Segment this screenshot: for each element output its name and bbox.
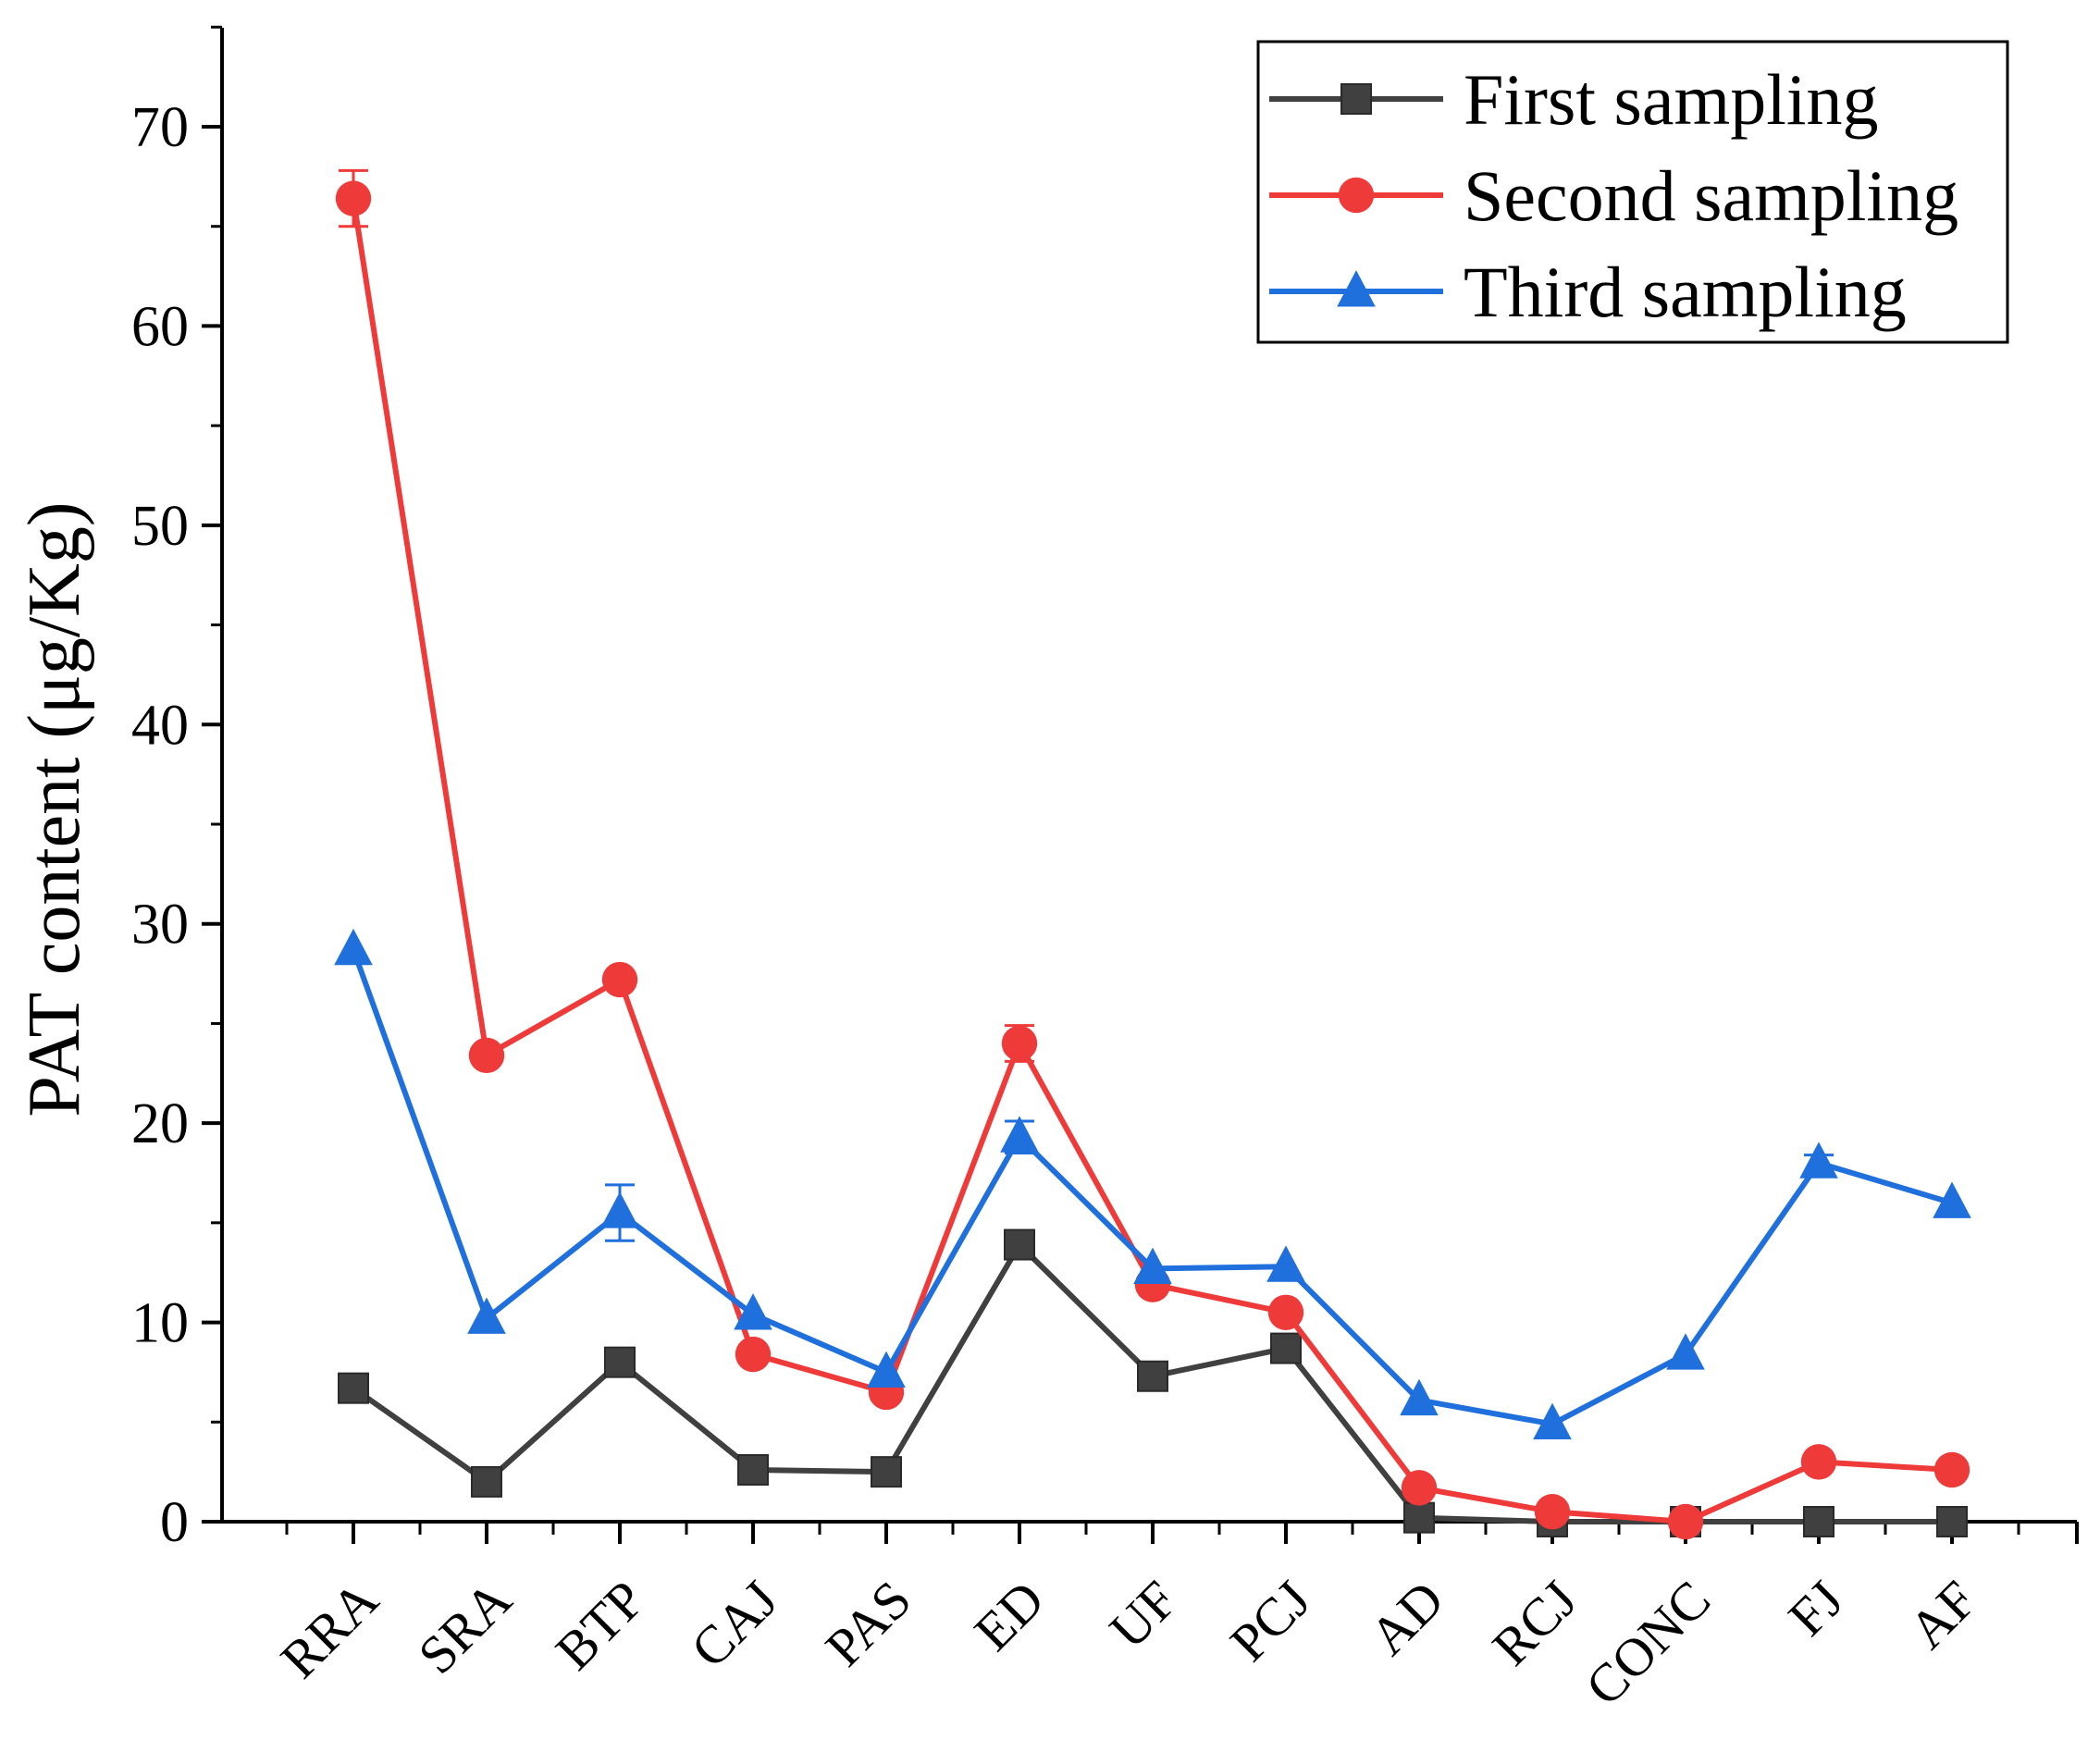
series-line: [351, 198, 1953, 1524]
data-point: [335, 180, 372, 216]
data-point: [1666, 1333, 1705, 1370]
x-tick-label: FJ: [1776, 1569, 1855, 1647]
series-second-sampling: [335, 168, 1970, 1540]
y-tick-label: 70: [131, 96, 189, 159]
data-point: [1270, 1332, 1302, 1364]
data-point: [1533, 1402, 1572, 1439]
data-point: [871, 1456, 902, 1488]
data-point: [1667, 1503, 1704, 1540]
legend-item: First sampling: [1269, 59, 1879, 140]
data-point: [735, 1336, 772, 1373]
x-tick-label: CONC: [1574, 1569, 1722, 1717]
y-tick-label: 60: [131, 295, 189, 358]
data-point: [1338, 177, 1375, 214]
data-point: [601, 961, 638, 998]
data-point: [604, 1346, 636, 1378]
legend: First sampling Second sampling Third sampl…: [1256, 40, 2009, 344]
y-tick-label: 40: [131, 694, 189, 757]
legend-label: Third sampling: [1464, 252, 1907, 332]
data-point: [1267, 1294, 1304, 1331]
data-point: [1137, 1360, 1168, 1392]
x-tick-label: RCJ: [1481, 1569, 1589, 1677]
data-point: [734, 1293, 772, 1330]
x-tick-label: PAS: [814, 1569, 922, 1677]
data-point: [1133, 1247, 1172, 1284]
x-tick-label: ED: [963, 1569, 1056, 1662]
x-tick-label: CAJ: [679, 1569, 789, 1679]
data-point: [1933, 1451, 1970, 1488]
y-axis-title: PAT content (μg/Kg): [14, 501, 95, 1117]
data-point: [1803, 1506, 1834, 1537]
x-tick-label: PCJ: [1218, 1569, 1322, 1672]
legend-item: Second sampling: [1269, 155, 1958, 236]
legend-label: First sampling: [1464, 59, 1879, 140]
series-layer: [334, 168, 1971, 1540]
data-point: [468, 1037, 505, 1074]
data-point: [1799, 1141, 1838, 1179]
x-tick-label: BTP: [544, 1569, 656, 1681]
y-tick-label: 20: [131, 1092, 189, 1155]
y-tick-label: 10: [131, 1292, 189, 1355]
y-tick-label: 30: [131, 894, 189, 956]
data-point: [1401, 1470, 1438, 1506]
data-point: [1337, 270, 1376, 307]
data-point: [867, 1351, 906, 1388]
data-point: [600, 1191, 639, 1228]
x-tick-label: AD: [1358, 1569, 1455, 1666]
data-point: [1001, 1025, 1038, 1062]
data-point: [1000, 1116, 1039, 1153]
data-point: [1400, 1378, 1439, 1416]
data-point: [1933, 1181, 1971, 1218]
x-tick-label: UF: [1098, 1569, 1189, 1660]
legend-item: Third sampling: [1269, 252, 1907, 332]
data-point: [737, 1453, 769, 1486]
data-point: [1534, 1494, 1571, 1530]
y-tick-label: 50: [131, 495, 189, 558]
data-point: [467, 1297, 506, 1334]
data-point: [1266, 1245, 1305, 1282]
legend-label: Second sampling: [1464, 155, 1958, 236]
series-line: [351, 948, 1953, 1427]
data-point: [334, 928, 373, 966]
data-point: [338, 1372, 369, 1404]
data-point: [1403, 1501, 1435, 1534]
y-tick-label: 0: [160, 1491, 189, 1554]
series-third-sampling: [334, 928, 1971, 1439]
x-tick-label: RRA: [269, 1569, 389, 1689]
x-tick-label: SRA: [406, 1569, 523, 1685]
data-point: [1936, 1506, 1968, 1537]
data-point: [1004, 1228, 1035, 1261]
x-tick-label: AF: [1897, 1569, 1988, 1660]
data-point: [471, 1465, 502, 1498]
y-tick-labels: 0 10 20 30 40 50 60 70: [131, 96, 189, 1554]
data-point: [1800, 1444, 1837, 1480]
data-point: [1340, 83, 1372, 115]
